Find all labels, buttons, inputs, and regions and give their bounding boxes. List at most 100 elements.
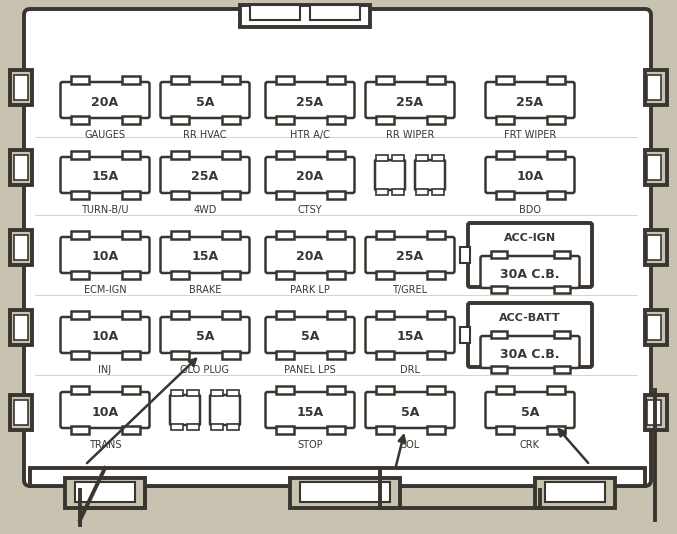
Bar — [535, 478, 615, 508]
FancyBboxPatch shape — [160, 237, 250, 273]
Text: 30A C.B.: 30A C.B. — [500, 348, 560, 360]
Bar — [14, 315, 28, 340]
Bar — [70, 311, 89, 319]
FancyBboxPatch shape — [415, 160, 445, 190]
Bar — [221, 231, 240, 239]
Bar — [171, 231, 188, 239]
FancyBboxPatch shape — [481, 336, 580, 368]
Bar — [645, 310, 667, 345]
FancyBboxPatch shape — [485, 82, 575, 118]
Bar — [546, 151, 565, 159]
Bar — [491, 331, 506, 338]
Bar — [70, 76, 89, 84]
Text: 10A: 10A — [517, 170, 544, 184]
Bar — [427, 311, 445, 319]
FancyBboxPatch shape — [265, 157, 355, 193]
Text: 10A: 10A — [91, 331, 118, 343]
Bar — [171, 271, 188, 279]
FancyBboxPatch shape — [265, 82, 355, 118]
Bar — [227, 424, 239, 430]
Bar — [376, 311, 393, 319]
Bar — [171, 351, 188, 359]
Bar — [645, 70, 667, 105]
Bar — [276, 271, 294, 279]
Bar — [171, 424, 183, 430]
Bar — [10, 395, 32, 430]
Bar — [276, 76, 294, 84]
Bar — [75, 482, 135, 502]
Bar — [221, 116, 240, 124]
Bar — [491, 251, 506, 258]
Bar — [496, 76, 513, 84]
Bar — [70, 271, 89, 279]
Bar — [121, 271, 139, 279]
Bar — [460, 327, 470, 343]
Bar — [10, 70, 32, 105]
Bar — [392, 155, 404, 161]
Bar — [496, 191, 513, 199]
Text: 30A C.B.: 30A C.B. — [500, 268, 560, 280]
Bar — [645, 150, 667, 185]
Bar — [432, 189, 444, 195]
Bar — [427, 76, 445, 84]
Text: 15A: 15A — [397, 331, 424, 343]
Text: 5A: 5A — [301, 331, 319, 343]
Bar — [30, 468, 645, 486]
Bar — [647, 315, 661, 340]
FancyBboxPatch shape — [481, 256, 580, 288]
Bar — [171, 151, 188, 159]
Bar — [221, 191, 240, 199]
FancyBboxPatch shape — [265, 237, 355, 273]
Bar — [65, 478, 145, 508]
Text: 5A: 5A — [401, 405, 419, 419]
Bar — [221, 351, 240, 359]
Bar — [376, 271, 393, 279]
Bar — [554, 251, 569, 258]
Text: CRK: CRK — [520, 440, 540, 450]
Bar — [70, 151, 89, 159]
Bar — [326, 76, 345, 84]
Bar — [221, 271, 240, 279]
Bar — [416, 155, 428, 161]
Text: 10A: 10A — [91, 405, 118, 419]
Bar — [276, 386, 294, 394]
Bar — [171, 390, 183, 396]
Bar — [427, 231, 445, 239]
Text: GAUGES: GAUGES — [85, 130, 125, 140]
Bar — [545, 482, 605, 502]
Bar — [70, 116, 89, 124]
Text: ACC-IGN: ACC-IGN — [504, 233, 556, 243]
Bar — [647, 75, 661, 100]
Text: BRAKE: BRAKE — [189, 285, 221, 295]
Bar — [554, 286, 569, 293]
Text: 25A: 25A — [397, 250, 424, 263]
Bar — [326, 386, 345, 394]
Bar — [187, 390, 199, 396]
Bar — [171, 311, 188, 319]
Bar — [647, 235, 661, 260]
Bar — [10, 230, 32, 265]
FancyBboxPatch shape — [375, 160, 405, 190]
Bar — [647, 400, 661, 425]
FancyBboxPatch shape — [60, 317, 150, 353]
Text: 25A: 25A — [297, 96, 324, 108]
Bar — [240, 5, 370, 27]
Bar — [121, 116, 139, 124]
Bar — [310, 5, 360, 20]
Bar — [427, 116, 445, 124]
Text: TRANS: TRANS — [89, 440, 121, 450]
FancyBboxPatch shape — [366, 237, 454, 273]
Bar — [326, 231, 345, 239]
Bar — [496, 426, 513, 434]
Bar — [121, 76, 139, 84]
Text: 4WD: 4WD — [194, 205, 217, 215]
Bar — [496, 116, 513, 124]
Bar — [326, 116, 345, 124]
Bar — [276, 231, 294, 239]
Bar — [326, 351, 345, 359]
FancyBboxPatch shape — [265, 392, 355, 428]
Bar — [121, 386, 139, 394]
Bar — [276, 311, 294, 319]
Bar — [427, 351, 445, 359]
Bar — [326, 426, 345, 434]
